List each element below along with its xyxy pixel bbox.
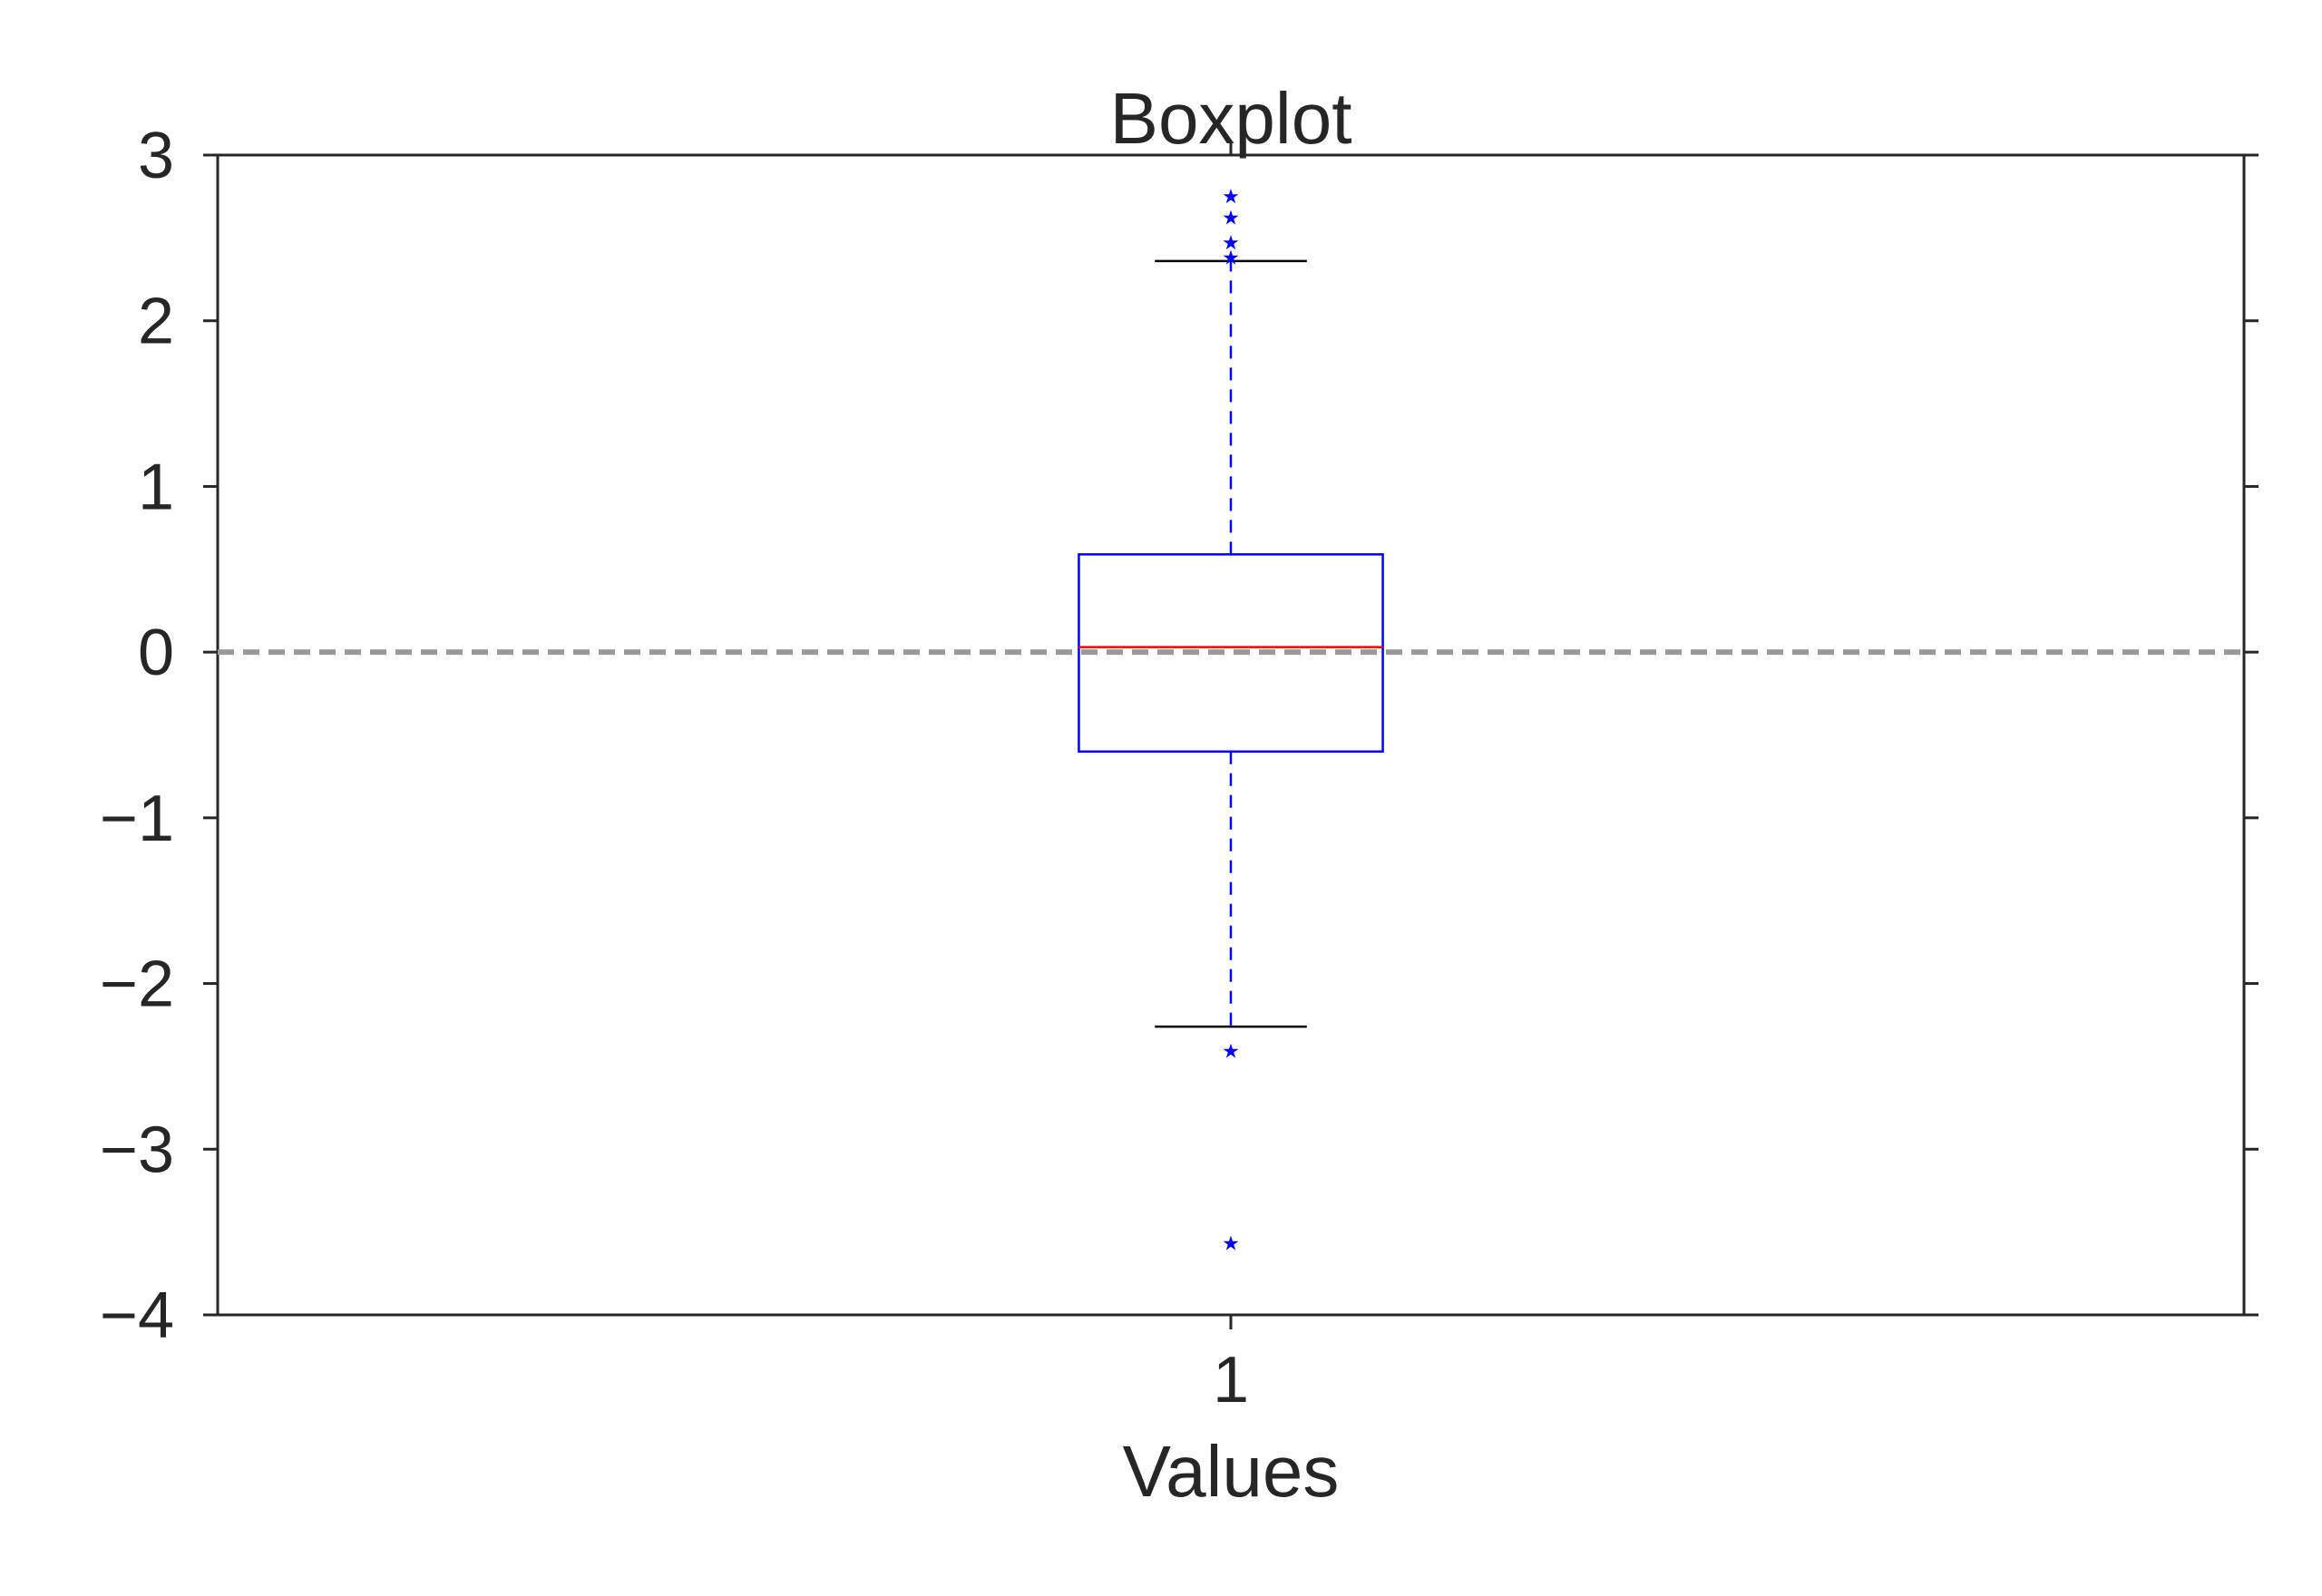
- y-tick-label: 3: [138, 120, 174, 192]
- outlier-point: ★: [1222, 1233, 1240, 1256]
- y-tick-label: 0: [138, 617, 174, 689]
- outlier-point: ★: [1222, 1041, 1240, 1064]
- y-tick-label: −1: [100, 783, 174, 855]
- x-tick-label: 1: [1213, 1344, 1249, 1416]
- y-tick-label: −3: [100, 1114, 174, 1186]
- y-tick-label: 2: [138, 286, 174, 358]
- outlier-point: ★: [1222, 247, 1240, 269]
- outlier-point: ★: [1222, 208, 1240, 230]
- outlier-point: ★: [1222, 232, 1240, 255]
- outlier-point: ★: [1222, 186, 1240, 209]
- x-axis-label: Values: [1123, 1431, 1340, 1512]
- y-tick-label: 1: [138, 451, 174, 523]
- iqr-box: [1078, 553, 1384, 754]
- y-tick-label: −4: [100, 1280, 174, 1352]
- y-tick-label: −2: [100, 949, 174, 1021]
